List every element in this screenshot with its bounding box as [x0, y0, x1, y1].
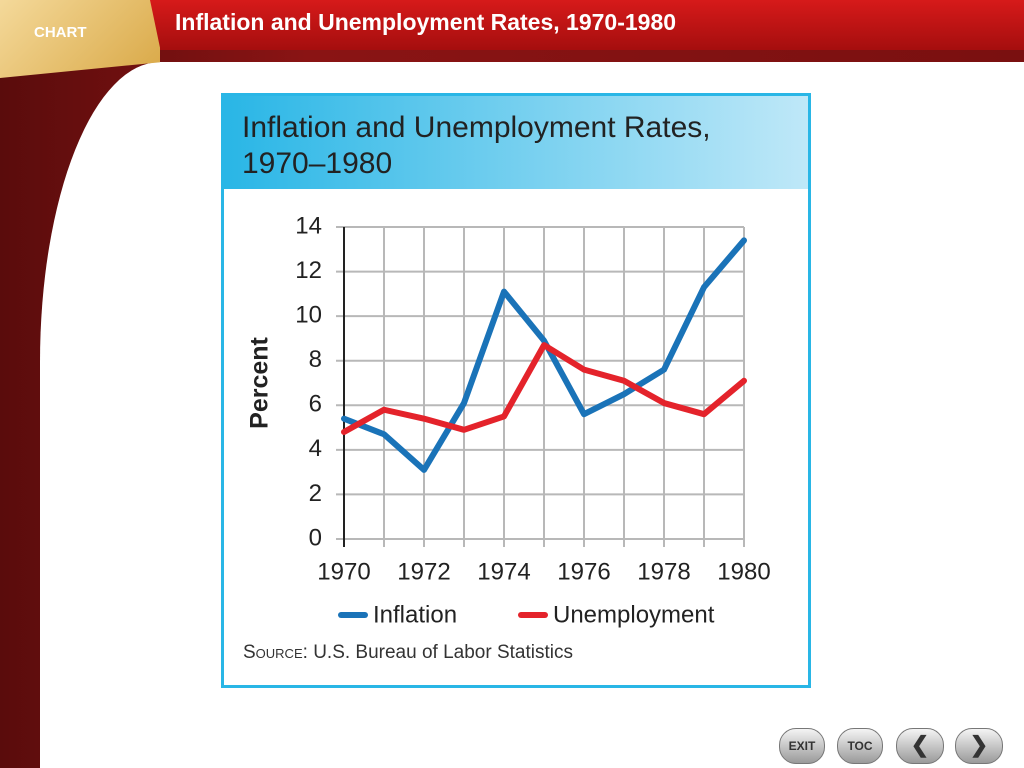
chart-title: Inflation and Unemployment Rates, 1970–1… — [224, 96, 808, 189]
toc-button[interactable]: TOC — [837, 728, 883, 764]
y-tick-label: 0 — [309, 524, 322, 551]
chart-frame: Inflation and Unemployment Rates, 1970–1… — [221, 93, 811, 688]
source-label: Source: — [243, 642, 308, 663]
y-tick-label: 8 — [309, 346, 322, 373]
next-button[interactable]: ❯ — [955, 728, 1003, 764]
prev-button[interactable]: ❮ — [896, 728, 944, 764]
x-tick-label: 1974 — [477, 558, 530, 585]
x-tick-label: 1972 — [397, 558, 450, 585]
x-tick-label: 1978 — [637, 558, 690, 585]
legend-label: Unemployment — [553, 601, 715, 628]
y-tick-label: 12 — [295, 257, 322, 284]
y-tick-label: 14 — [295, 212, 322, 239]
exit-button[interactable]: EXIT — [779, 728, 825, 764]
source-note: Source: U.S. Bureau of Labor Statistics — [243, 642, 573, 664]
legend-label: Inflation — [373, 601, 457, 628]
x-tick-label: 1976 — [557, 558, 610, 585]
y-tick-label: 10 — [295, 301, 322, 328]
y-axis-label: Percent — [246, 336, 274, 428]
source-text: U.S. Bureau of Labor Statistics — [313, 642, 573, 663]
y-tick-label: 2 — [309, 480, 322, 507]
y-tick-label: 4 — [309, 435, 322, 462]
slide-title: Inflation and Unemployment Rates, 1970-1… — [175, 9, 677, 35]
header-bar — [0, 0, 1024, 50]
tab-label: CHART — [34, 24, 87, 41]
series-line — [341, 342, 747, 436]
y-tick-label: 6 — [309, 391, 322, 418]
x-tick-label: 1980 — [717, 558, 770, 585]
series-line — [341, 237, 747, 473]
x-tick-label: 1970 — [317, 558, 370, 585]
